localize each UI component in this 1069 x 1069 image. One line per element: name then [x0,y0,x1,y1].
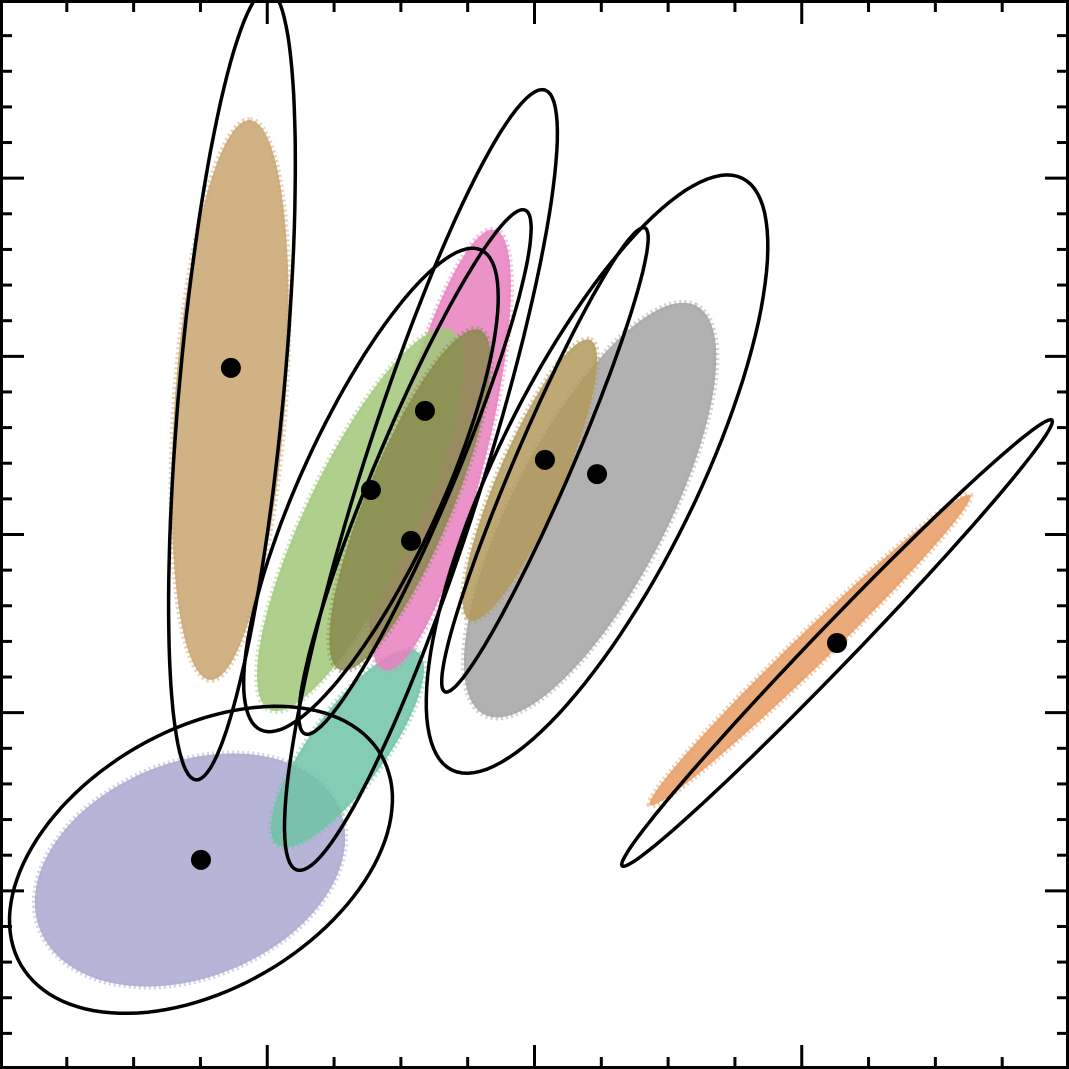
plot-area [7,0,1055,1016]
centroid [360,479,381,500]
confidence-ellipse [297,207,533,737]
confidence-ellipse [241,246,500,734]
centroid [587,464,608,485]
point-cloud [31,750,349,990]
centroid [414,400,435,421]
centroid [827,633,848,654]
confidence-ellipse [619,417,1055,869]
confidence-ellipse [7,704,395,1016]
centroid [220,357,241,378]
point-cloud [326,326,494,674]
confidence-ellipse [166,0,298,782]
point-cloud [459,336,601,624]
point-cloud [168,117,292,683]
confidence-ellipse [439,225,650,694]
centroid [190,849,211,870]
centroid [534,449,555,470]
confidence-ellipse [424,173,770,776]
point-cloud [267,646,428,851]
point-cloud [646,491,974,809]
centroid [401,530,422,551]
point-cloud [460,299,720,721]
